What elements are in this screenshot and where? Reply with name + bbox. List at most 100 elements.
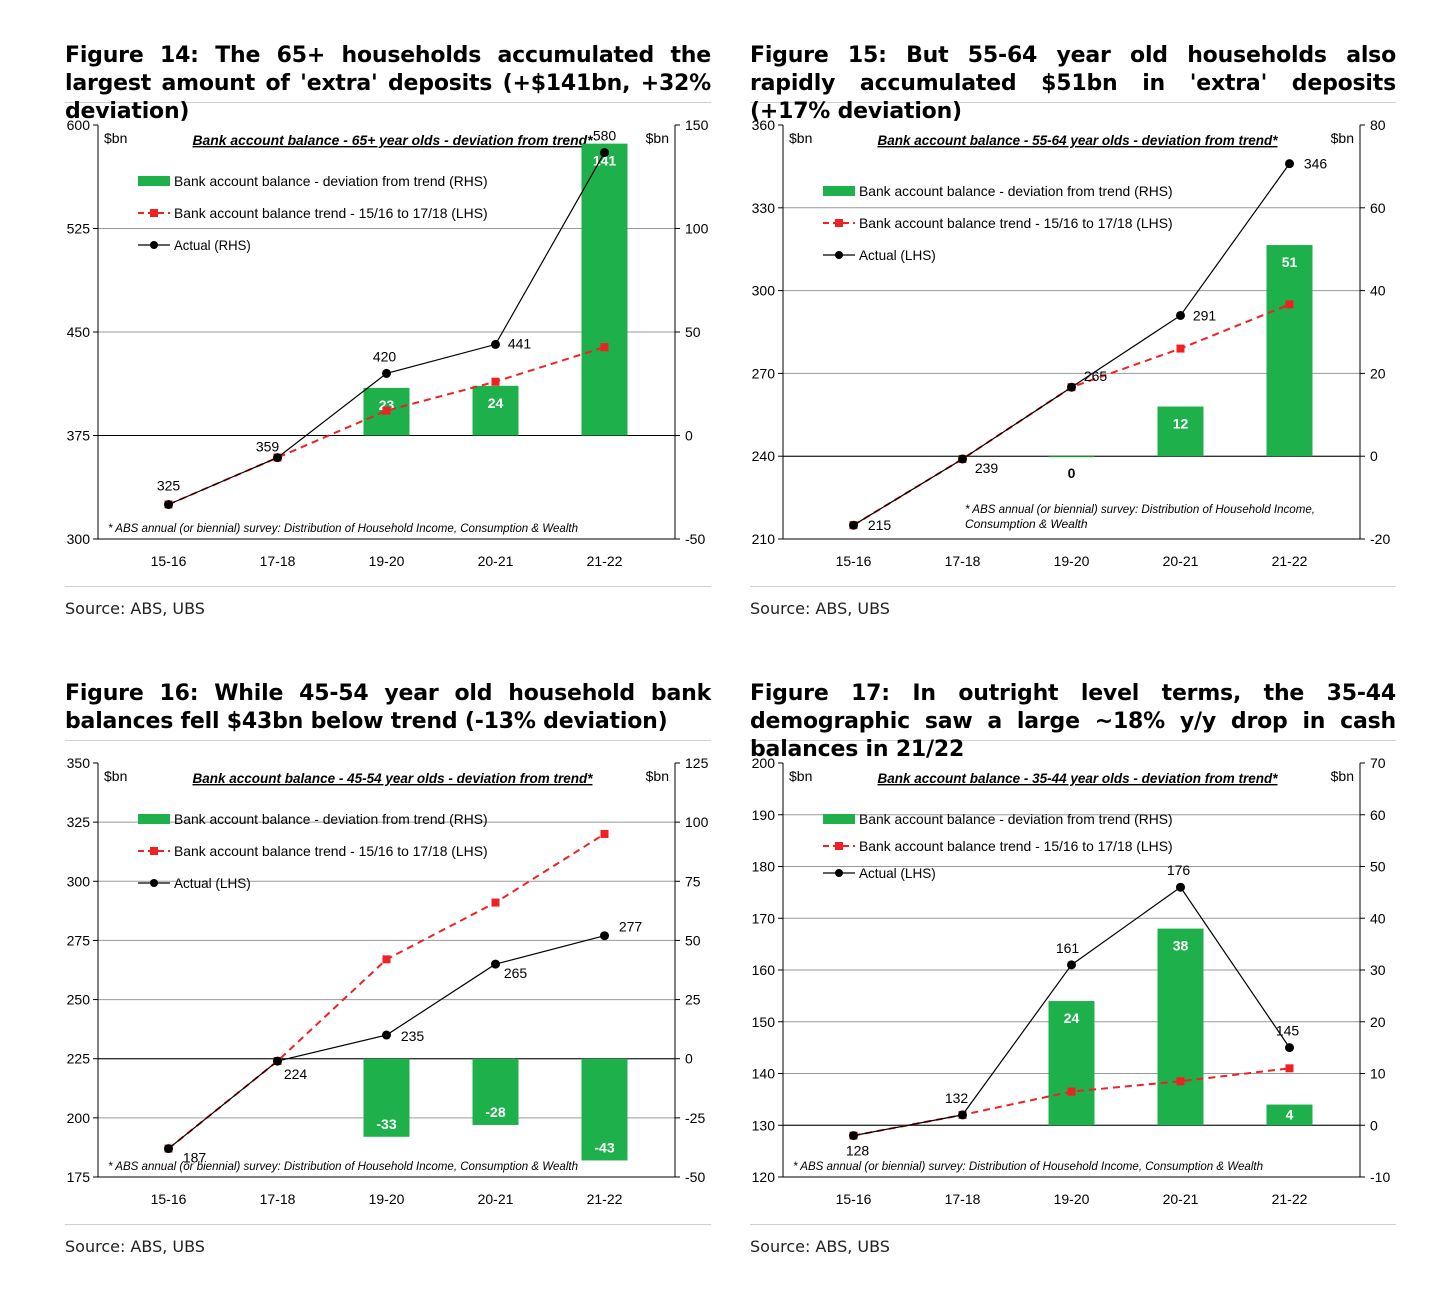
divider: [750, 740, 1396, 741]
actual-point: [1176, 882, 1185, 892]
actual-point: [600, 931, 609, 941]
right-tick-label: -10: [1370, 1169, 1390, 1185]
category-label: 15-16: [151, 1191, 187, 1207]
legend: Bank account balance - deviation from tr…: [823, 811, 1173, 881]
actual-value-label: 346: [1304, 156, 1328, 172]
trend-point: [600, 343, 609, 352]
actual-value-label: 359: [256, 439, 280, 455]
left-tick-label: 240: [752, 448, 776, 464]
actual-point: [958, 1110, 967, 1120]
legend: Bank account balance - deviation from tr…: [138, 173, 488, 253]
trend-point: [600, 829, 609, 838]
right-tick-label: 80: [1370, 117, 1386, 133]
legend-swatch-bar: [823, 814, 855, 824]
plot-group: 210 240 270 300 330 360 -20 0 20 40 60 80 $bn $bn Bank…: [752, 117, 1391, 569]
divider: [65, 102, 711, 103]
bar: [581, 1058, 628, 1161]
actual-value-label: 235: [401, 1028, 425, 1044]
right-tick-label: 0: [685, 428, 693, 444]
left-unit-label: $bn: [104, 130, 127, 146]
actual-point: [1285, 1043, 1294, 1053]
left-tick-label: 270: [752, 365, 776, 381]
source-note: Source: ABS, UBS: [750, 599, 890, 618]
actual-value-label: 224: [284, 1066, 308, 1082]
legend-swatch-trend-marker: [835, 219, 843, 227]
actual-value-label: 132: [945, 1090, 969, 1106]
footnote: Consumption & Wealth: [965, 517, 1088, 531]
legend-swatch-trend-marker: [150, 847, 158, 855]
trend-point: [1176, 1077, 1185, 1086]
plot-group: 120 130 140 150 160 170 180 190 200 -10 0 10 20 30 40 5…: [752, 755, 1391, 1207]
figure-title: Figure 16: While 45-54 year old househol…: [65, 681, 711, 734]
category-label: 21-22: [1272, 553, 1308, 569]
actual-value-label: 128: [846, 1143, 870, 1159]
right-tick-label: -50: [685, 1169, 705, 1185]
actual-value-label: 176: [1167, 862, 1191, 878]
figure-14: Figure 14: The 65+ households accumulate…: [65, 42, 711, 618]
left-tick-label: 130: [752, 1117, 776, 1133]
right-tick-label: 25: [685, 992, 701, 1008]
right-tick-label: 0: [1370, 448, 1378, 464]
category-label: 17-18: [945, 1191, 981, 1207]
actual-point: [1067, 960, 1076, 970]
footnote: * ABS annual (or biennial) survey: Distr…: [108, 1159, 578, 1173]
actual-value-label: 215: [868, 517, 892, 533]
plot-group: 175 200 225 250 275 300 325 350 -50 -25 0 25 50 75 100…: [67, 755, 709, 1207]
actual-point: [600, 148, 609, 158]
inner-chart-title: Bank account balance - 65+ year olds - d…: [193, 132, 594, 148]
category-label: 17-18: [260, 1191, 296, 1207]
left-tick-label: 325: [67, 814, 91, 830]
trend-point: [1067, 1087, 1076, 1096]
legend-swatch-trend-marker: [835, 842, 843, 850]
right-unit-label: $bn: [1331, 768, 1354, 784]
right-unit-label: $bn: [646, 768, 669, 784]
category-label: 21-22: [1272, 1191, 1308, 1207]
source-note: Source: ABS, UBS: [65, 1237, 205, 1256]
left-unit-label: $bn: [104, 768, 127, 784]
actual-value-label: 441: [508, 335, 532, 351]
category-label: 21-22: [587, 553, 623, 569]
source-note: Source: ABS, UBS: [65, 599, 205, 618]
bar: [1048, 1001, 1095, 1126]
legend-label: Actual (LHS): [174, 875, 251, 891]
left-unit-label: $bn: [789, 130, 812, 146]
left-tick-label: 150: [752, 1014, 776, 1030]
right-unit-label: $bn: [646, 130, 669, 146]
left-tick-label: 225: [67, 1051, 91, 1067]
left-tick-label: 120: [752, 1169, 776, 1185]
divider: [65, 740, 711, 741]
source-note: Source: ABS, UBS: [750, 1237, 890, 1256]
category-label: 19-20: [369, 553, 405, 569]
bar-value-label: 24: [1064, 1010, 1080, 1026]
divider: [750, 586, 1396, 587]
left-tick-label: 300: [67, 873, 91, 889]
right-tick-label: 70: [1370, 755, 1386, 771]
chart-svg: 175 200 225 250 275 300 325 350 -50 -25 0 25 50 75 100…: [67, 755, 709, 1207]
bar-value-label: 141: [593, 153, 617, 169]
right-tick-label: 75: [685, 873, 701, 889]
divider: [65, 1224, 711, 1225]
left-tick-label: 525: [67, 221, 91, 237]
category-label: 17-18: [260, 553, 296, 569]
actual-point: [273, 1056, 282, 1066]
actual-value-label: 420: [373, 348, 397, 364]
bar-value-label: 12: [1173, 416, 1189, 432]
actual-value-label: 580: [593, 128, 617, 144]
actual-point: [164, 1144, 173, 1154]
left-tick-label: 180: [752, 859, 776, 875]
bar: [1048, 456, 1095, 458]
right-tick-label: 20: [1370, 1014, 1386, 1030]
actual-point: [382, 368, 391, 378]
footnote: * ABS annual (or biennial) survey: Distr…: [965, 502, 1315, 516]
chart-area: 120 130 140 150 160 170 180 190 200 -10 0 10 20 30 40 5…: [750, 741, 1396, 1224]
left-tick-label: 140: [752, 1066, 776, 1082]
chart-svg: 210 240 270 300 330 360 -20 0 20 40 60 80 $bn $bn Bank…: [752, 117, 1391, 569]
legend-label: Bank account balance - deviation from tr…: [174, 811, 488, 827]
legend-swatch-actual-marker: [150, 241, 158, 249]
right-tick-label: 60: [1370, 807, 1386, 823]
right-tick-label: 60: [1370, 200, 1386, 216]
legend-swatch-actual-marker: [835, 869, 843, 877]
category-label: 20-21: [478, 1191, 514, 1207]
left-tick-label: 175: [67, 1169, 91, 1185]
bar: [581, 143, 628, 436]
